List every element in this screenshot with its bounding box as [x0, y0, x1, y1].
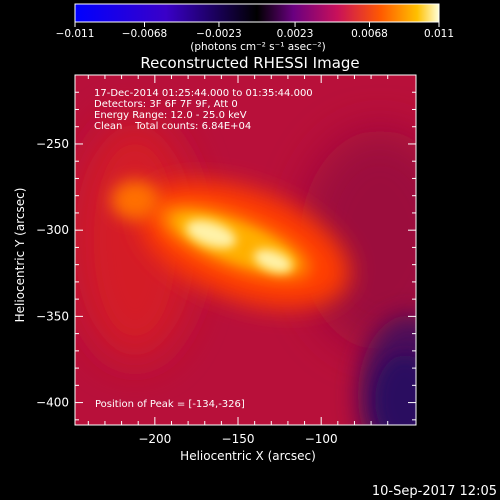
colorbar-tick-label: 0.0068	[351, 28, 388, 40]
footer-timestamp: 10-Sep-2017 12:05	[372, 484, 497, 499]
y-ticks: −250 −300 −350 −400	[36, 74, 416, 421]
x-axis-label: Heliocentric X (arcsec)	[180, 449, 316, 463]
colorbar-tick-label: −0.011	[56, 28, 95, 40]
heatmap-image	[75, 75, 416, 425]
annotation-energy: Energy Range: 12.0 - 25.0 keV	[94, 110, 247, 121]
y-tick-label: −300	[36, 223, 69, 237]
colorbar-ticks: −0.011 −0.0068 −0.0023 0.0023 0.0068 0.011	[56, 22, 454, 40]
y-axis-label: Heliocentric Y (arcsec)	[13, 188, 27, 323]
colorbar-tick-label: 0.0023	[277, 28, 314, 40]
colorbar-tick-label: −0.0068	[122, 28, 168, 40]
y-tick-label: −250	[36, 137, 69, 151]
x-tick-label: −200	[138, 432, 171, 446]
annotation-time: 17-Dec-2014 01:25:44.000 to 01:35:44.000	[94, 88, 313, 99]
x-tick-label: −150	[222, 432, 255, 446]
x-tick-label: −100	[305, 432, 338, 446]
colorbar	[74, 3, 440, 23]
chart-title: Reconstructed RHESSI Image	[140, 54, 359, 72]
annotation-detectors: Detectors: 3F 6F 7F 9F, Att 0	[94, 99, 238, 110]
annotation-counts: Clean Total counts: 6.84E+04	[94, 121, 251, 132]
peak-position-label: Position of Peak = [-134,-326]	[95, 399, 245, 410]
x-ticks: −200 −150 −100	[87, 75, 389, 446]
colorbar-tick-label: −0.0023	[196, 28, 242, 40]
colorbar-unit-label: (photons cm⁻² s⁻¹ asec⁻²)	[190, 41, 325, 53]
y-tick-label: −400	[36, 396, 69, 410]
y-tick-label: −350	[36, 309, 69, 323]
plot-frame	[74, 74, 417, 426]
colorbar-tick-label: 0.011	[424, 28, 454, 40]
